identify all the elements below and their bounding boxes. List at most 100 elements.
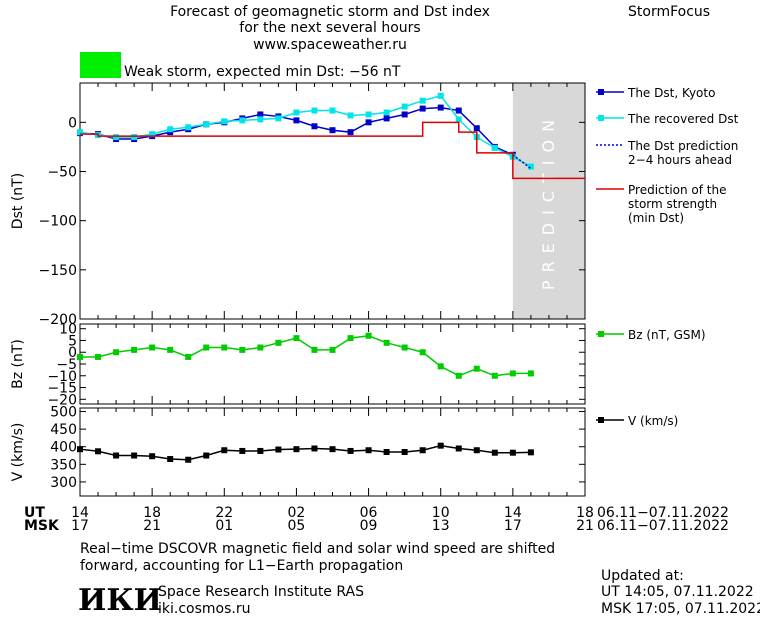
data-point xyxy=(473,447,480,454)
y-tick-label: 300 xyxy=(50,475,77,491)
data-point xyxy=(437,104,444,111)
data-point xyxy=(347,335,354,342)
ut-tick-label: 02 xyxy=(287,505,306,521)
data-point xyxy=(365,119,372,126)
data-point xyxy=(401,103,408,110)
data-point xyxy=(257,344,264,351)
data-point xyxy=(491,449,498,456)
data-point xyxy=(221,344,228,351)
data-point xyxy=(77,129,83,136)
y-tick-label: −100 xyxy=(39,214,77,230)
y-axis-label: Dst (nT) xyxy=(10,173,26,229)
data-point xyxy=(419,105,426,112)
y-tick-label: 450 xyxy=(50,422,77,438)
data-point xyxy=(383,339,390,346)
data-point xyxy=(167,346,174,353)
data-point xyxy=(149,453,156,460)
data-point xyxy=(239,447,246,454)
data-point xyxy=(257,116,264,123)
title-line-2: for the next several hours xyxy=(239,20,421,36)
data-point xyxy=(95,353,102,360)
data-point xyxy=(293,335,300,342)
data-point xyxy=(185,456,192,463)
series-line xyxy=(80,334,531,377)
y-tick-label: −5 xyxy=(56,357,77,373)
data-point xyxy=(131,134,138,141)
legend-marker xyxy=(598,331,604,337)
ut-tick-label: 10 xyxy=(431,505,450,521)
data-point xyxy=(131,346,138,353)
institute-site[interactable]: iki.cosmos.ru xyxy=(158,601,251,617)
data-point xyxy=(275,115,282,122)
ut-tick-label: 22 xyxy=(215,505,234,521)
ut-tick-label: 18 xyxy=(576,505,594,521)
msk-tick-label: 17 xyxy=(503,518,522,534)
data-point xyxy=(419,97,426,104)
prediction-zone xyxy=(512,83,585,319)
data-point xyxy=(347,447,354,454)
msk-axis-label: MSK xyxy=(24,518,59,534)
data-point xyxy=(383,109,390,116)
legend-text: (min Dst) xyxy=(628,211,684,225)
data-point xyxy=(203,452,210,459)
data-point xyxy=(329,346,336,353)
ut-tick-label: 18 xyxy=(143,505,162,521)
data-point xyxy=(401,344,408,351)
data-point xyxy=(491,144,498,151)
y-tick-label: 0 xyxy=(68,345,77,361)
data-point xyxy=(149,344,156,351)
data-point xyxy=(347,129,354,136)
data-point xyxy=(527,370,534,377)
data-point xyxy=(329,446,336,453)
ut-tick-label: 06 xyxy=(359,505,378,521)
data-point xyxy=(113,134,120,141)
data-point xyxy=(257,111,264,118)
data-point xyxy=(149,131,156,138)
updated-msk: MSK 17:05, 07.11.2022 xyxy=(601,601,760,617)
y-tick-label: 400 xyxy=(50,440,77,456)
data-point xyxy=(419,447,426,454)
legend-marker xyxy=(598,115,604,121)
dst-panel: PREDICTION 0 −50 −100 −150 −200 Dst (nT) xyxy=(10,82,586,328)
msk-tick-label: 21 xyxy=(576,518,594,534)
msk-tick-label: 21 xyxy=(143,518,162,534)
series-line xyxy=(79,444,531,461)
data-point xyxy=(509,370,516,377)
panel-frame xyxy=(79,82,586,320)
y-tick-label: −50 xyxy=(47,165,77,181)
legend-text: The Dst, Kyoto xyxy=(627,86,715,100)
data-point xyxy=(491,372,498,379)
data-point xyxy=(113,349,120,356)
data-point xyxy=(473,125,480,132)
data-point xyxy=(383,449,390,455)
data-point xyxy=(311,445,318,452)
title-line-1: Forecast of geomagnetic storm and Dst in… xyxy=(170,4,490,20)
legend-text: The recovered Dst xyxy=(627,112,739,126)
data-point xyxy=(131,452,138,459)
institute-name: Space Research Institute RAS xyxy=(158,584,364,600)
data-point xyxy=(437,92,444,99)
data-point xyxy=(365,447,372,454)
storm-label: Weak storm, expected min Dst: −56 nT xyxy=(124,64,401,80)
data-point xyxy=(293,109,300,116)
y-tick-label: 10 xyxy=(59,322,77,338)
ut-tick-label: 14 xyxy=(71,505,89,521)
data-point xyxy=(113,452,120,459)
msk-tick-label: 17 xyxy=(71,518,89,534)
data-point xyxy=(275,339,282,346)
y-tick-label: −15 xyxy=(47,381,77,397)
data-point xyxy=(473,365,480,372)
data-point xyxy=(167,456,174,463)
y-tick-label: −10 xyxy=(47,369,77,385)
y-tick-label: −200 xyxy=(39,312,77,328)
data-point xyxy=(455,372,462,379)
data-point xyxy=(275,446,282,453)
legend-text: 2−4 hours ahead xyxy=(628,153,732,167)
storm-level-swatch xyxy=(80,52,121,78)
legend-text: Prediction of the xyxy=(628,183,727,197)
data-point xyxy=(401,111,408,118)
legend-text: Bz (nT, GSM) xyxy=(628,328,706,342)
data-point xyxy=(221,118,228,125)
